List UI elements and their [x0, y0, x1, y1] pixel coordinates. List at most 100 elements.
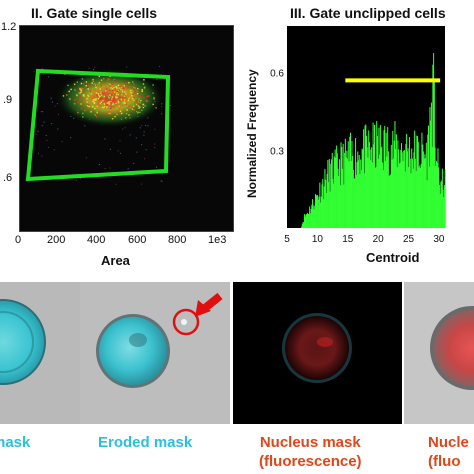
- histogram-bar: [355, 174, 357, 228]
- scatter-point: [106, 99, 108, 101]
- histogram-bar: [417, 141, 419, 228]
- scatter-point: [108, 97, 110, 99]
- cell-image-nucleus-partial: [404, 282, 474, 424]
- scatter-point: [124, 98, 126, 100]
- histogram-bar: [418, 167, 420, 228]
- histogram-bar: [344, 152, 346, 228]
- histogram-bar: [410, 173, 412, 228]
- caption-nucleus-partial: Nucle (fluo: [428, 433, 469, 471]
- scatter-point: [120, 112, 123, 115]
- scatter-point: [152, 84, 154, 86]
- histogram-bar: [425, 142, 427, 228]
- scatter-point: [133, 99, 135, 101]
- scatter-point: [102, 90, 105, 92]
- scatter-point: [109, 112, 111, 115]
- histogram-bar: [333, 156, 335, 228]
- histogram-bar: [393, 140, 395, 228]
- scatter-point: [107, 102, 109, 104]
- scatter-point: [125, 99, 127, 102]
- scatter-point: [111, 98, 113, 100]
- histogram-bar: [359, 174, 361, 228]
- histogram-bar: [339, 185, 341, 228]
- scatter-point: [79, 88, 81, 90]
- scatter-point: [103, 78, 105, 80]
- histogram-bar: [304, 214, 306, 228]
- histogram-bar: [395, 149, 397, 228]
- scatter-point: [146, 99, 147, 101]
- scatter-point: [73, 103, 76, 105]
- scatter-point: [103, 106, 106, 108]
- scatter-point: [110, 88, 112, 90]
- scatter-point: [83, 83, 85, 85]
- histogram-bar: [422, 151, 424, 228]
- histogram-bar: [314, 194, 316, 228]
- scatter-point: [89, 118, 91, 120]
- histogram-bar: [372, 122, 374, 228]
- scatter-point: [131, 95, 133, 97]
- scatter-point: [96, 111, 98, 114]
- scatter-point: [103, 98, 105, 100]
- histogram-bar: [353, 178, 355, 228]
- scatter-point: [117, 150, 119, 152]
- scatter-point: [92, 100, 94, 103]
- histogram-x-tick: 10: [312, 234, 324, 245]
- scatter-point: [129, 99, 131, 101]
- histogram-bar: [411, 148, 413, 228]
- scatter-point: [110, 108, 112, 110]
- scatter-point: [145, 124, 147, 126]
- scatter-point: [92, 80, 95, 83]
- scatter-point: [74, 89, 76, 91]
- x-tick-unit: 1e3: [208, 234, 227, 246]
- scatter-point: [106, 106, 108, 108]
- histogram-bar: [378, 127, 380, 228]
- histogram-bar: [382, 169, 384, 228]
- caption-mask: mask: [0, 434, 31, 451]
- scatter-point: [110, 106, 113, 108]
- scatter-point: [147, 125, 149, 127]
- histogram-bar: [387, 127, 389, 228]
- scatter-point: [120, 90, 122, 92]
- histogram-bar: [416, 135, 418, 228]
- scatter-point: [115, 96, 117, 98]
- scatter-point: [141, 125, 143, 126]
- scatter-point: [122, 92, 125, 94]
- histogram-bar: [436, 160, 438, 228]
- histogram-bar: [347, 158, 349, 228]
- caption-nucleus-mask-fluorescence: Nucleus mask (fluorescence): [259, 433, 362, 471]
- scatter-point: [94, 107, 96, 110]
- histogram-bar: [312, 199, 314, 228]
- scatter-point: [144, 86, 146, 88]
- eroded-mask-cell: [96, 292, 223, 388]
- scatter-point: [136, 93, 139, 95]
- histogram-bar: [409, 137, 411, 228]
- scatter-point: [144, 105, 146, 107]
- scatter-point: [132, 93, 134, 95]
- scatter-point: [153, 97, 155, 99]
- scatter-point: [135, 110, 138, 113]
- histogram-bar: [308, 213, 310, 228]
- scatter-point: [87, 86, 89, 88]
- scatter-point: [115, 108, 117, 110]
- red-arrow-head: [195, 300, 211, 317]
- scatter-point: [114, 88, 116, 90]
- histogram-bar: [412, 168, 414, 228]
- scatter-point: [117, 89, 119, 91]
- histogram-bar: [301, 223, 303, 228]
- scatter-point: [126, 98, 128, 101]
- scatter-point: [99, 88, 101, 90]
- scatter-point: [118, 98, 120, 100]
- histogram-bar: [414, 158, 416, 228]
- histogram-y-label: Normalized Frequency: [245, 69, 259, 198]
- scatter-point: [128, 105, 130, 107]
- scatter-point: [70, 88, 72, 91]
- scatter-point: [109, 97, 111, 100]
- scatter-point: [112, 94, 114, 96]
- histogram-bar: [386, 156, 388, 228]
- scatter-point: [155, 107, 157, 109]
- scatter-point: [57, 128, 59, 130]
- histogram-bar: [398, 149, 400, 228]
- scatter-point: [97, 90, 99, 93]
- histogram-bar: [427, 125, 430, 228]
- scatter-point: [120, 89, 122, 91]
- histogram-bar: [435, 165, 437, 228]
